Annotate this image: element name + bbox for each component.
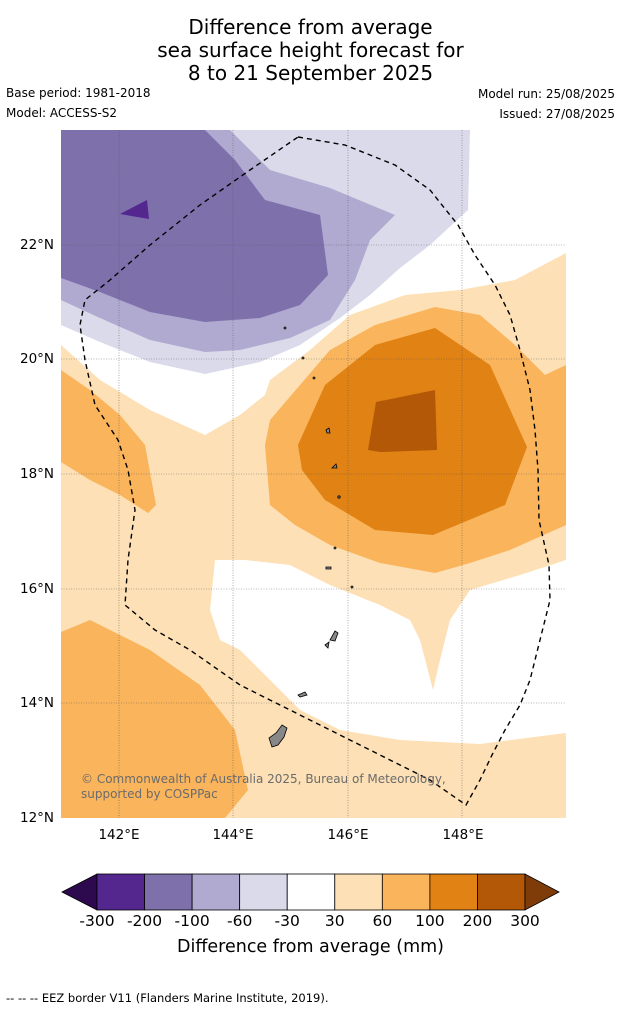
lat-label-22: 22°N	[20, 237, 55, 253]
colorbar-tick-label: 200	[462, 912, 493, 930]
lat-label-16: 16°N	[20, 581, 55, 597]
island-small-2	[331, 463, 338, 469]
island-group	[268, 326, 354, 748]
model-name: Model: ACCESS-S2	[6, 106, 118, 120]
colorbar-tick-label: -100	[174, 912, 210, 930]
colorbar-tick-label: -300	[79, 912, 115, 930]
lat-label-20: 20°N	[20, 351, 55, 367]
colorbar-segment-100-to-200	[429, 873, 478, 911]
colorbar-extend-low	[61, 873, 98, 911]
colorbar-tick-label: -30	[274, 912, 300, 930]
colorbar	[61, 873, 560, 911]
island-guam	[268, 724, 288, 748]
colorbar-label: Difference from average (mm)	[176, 937, 445, 957]
colorbar-tick-label: 300	[510, 912, 540, 930]
issued-date: Issued: 27/08/2025	[499, 107, 615, 121]
map-grid	[61, 130, 566, 818]
contour-neg-100	[61, 130, 328, 322]
colorbar-segment--300-to--200	[96, 873, 145, 911]
colorbar-tick-label: 60	[372, 912, 393, 930]
island-saipan	[329, 630, 339, 642]
base-period: Base period: 1981-2018	[6, 86, 151, 100]
colorbar-segment--30-to-30	[286, 873, 336, 911]
island-rota	[297, 691, 308, 698]
colorbar-segment--200-to--100	[144, 873, 193, 911]
colorbar-segment--100-to--60	[191, 873, 241, 911]
title-line-1: Difference from average	[188, 15, 433, 39]
colorbar-tick-label: -60	[226, 912, 253, 930]
lon-label-144: 144°E	[212, 827, 254, 843]
colorbar-segment--60-to--30	[239, 873, 288, 911]
contour-neg-200	[120, 200, 149, 219]
title-line-2: sea surface height forecast for	[157, 38, 464, 62]
lat-label-12: 12°N	[20, 810, 55, 826]
eez-border	[79, 136, 551, 807]
chart-title: Difference from average sea surface heig…	[0, 16, 621, 85]
lon-label-146: 146°E	[327, 827, 369, 843]
island-small-9	[312, 376, 316, 380]
contour-pos-60-southwest	[61, 620, 248, 818]
contour-pos-60-west	[61, 370, 156, 513]
colorbar-segment-30-to-60	[334, 873, 383, 911]
island-small-8	[283, 326, 287, 330]
lon-label-142: 142°E	[98, 827, 140, 843]
island-small-6	[350, 585, 354, 589]
title-line-3: 8 to 21 September 2025	[187, 61, 434, 85]
island-small-3	[325, 427, 331, 434]
model-run: Model run: 25/08/2025	[477, 87, 615, 101]
lat-label-18: 18°N	[20, 466, 55, 482]
colorbar-segment-200-to-300	[477, 873, 526, 911]
island-small-7	[301, 356, 305, 360]
lon-label-148: 148°E	[442, 827, 484, 843]
colorbar-tick-label: 100	[415, 912, 445, 930]
contour-pos-200	[368, 390, 437, 452]
copyright-notice: © Commonwealth of Australia 2025, Bureau…	[81, 772, 446, 801]
island-small-5	[333, 546, 337, 550]
colorbar-tick-label: -200	[126, 912, 163, 930]
island-small-1	[325, 566, 332, 570]
eez-legend-note: -- -- -- EEZ border V11 (Flanders Marine…	[6, 991, 329, 1005]
colorbar-tick-label: 30	[324, 912, 345, 930]
lat-label-14: 14°N	[20, 695, 55, 711]
island-tinian	[324, 641, 330, 649]
island-small-4	[337, 495, 341, 499]
colorbar-segment-60-to-100	[381, 873, 431, 911]
colorbar-extend-high	[524, 873, 560, 911]
